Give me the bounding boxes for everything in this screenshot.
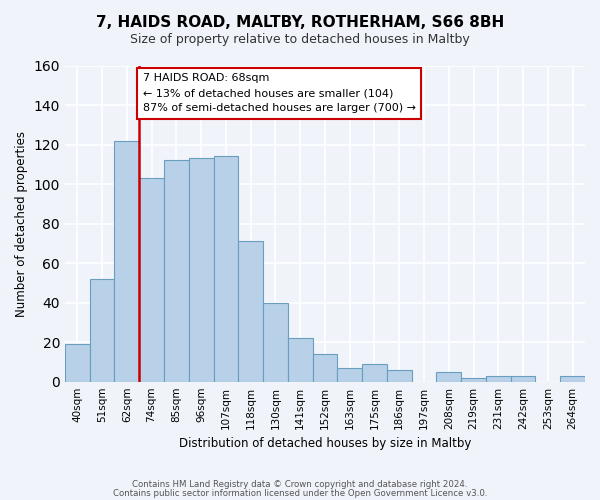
Bar [362,364,387,382]
Bar [387,370,412,382]
Bar [288,338,313,382]
Bar [115,140,139,382]
Text: Size of property relative to detached houses in Maltby: Size of property relative to detached ho… [130,32,470,46]
Bar [139,178,164,382]
Text: 7, HAIDS ROAD, MALTBY, ROTHERHAM, S66 8BH: 7, HAIDS ROAD, MALTBY, ROTHERHAM, S66 8B… [96,15,504,30]
Text: Contains HM Land Registry data © Crown copyright and database right 2024.: Contains HM Land Registry data © Crown c… [132,480,468,489]
Text: Contains public sector information licensed under the Open Government Licence v3: Contains public sector information licen… [113,488,487,498]
Bar [189,158,214,382]
Bar [89,279,115,382]
Bar [511,376,535,382]
Bar [337,368,362,382]
Bar [214,156,238,382]
Y-axis label: Number of detached properties: Number of detached properties [15,130,28,316]
Bar [436,372,461,382]
Text: 7 HAIDS ROAD: 68sqm
← 13% of detached houses are smaller (104)
87% of semi-detac: 7 HAIDS ROAD: 68sqm ← 13% of detached ho… [143,74,416,113]
Bar [461,378,486,382]
Bar [486,376,511,382]
Bar [560,376,585,382]
Bar [263,302,288,382]
X-axis label: Distribution of detached houses by size in Maltby: Distribution of detached houses by size … [179,437,471,450]
Bar [313,354,337,382]
Bar [238,242,263,382]
Bar [65,344,89,382]
Bar [164,160,189,382]
